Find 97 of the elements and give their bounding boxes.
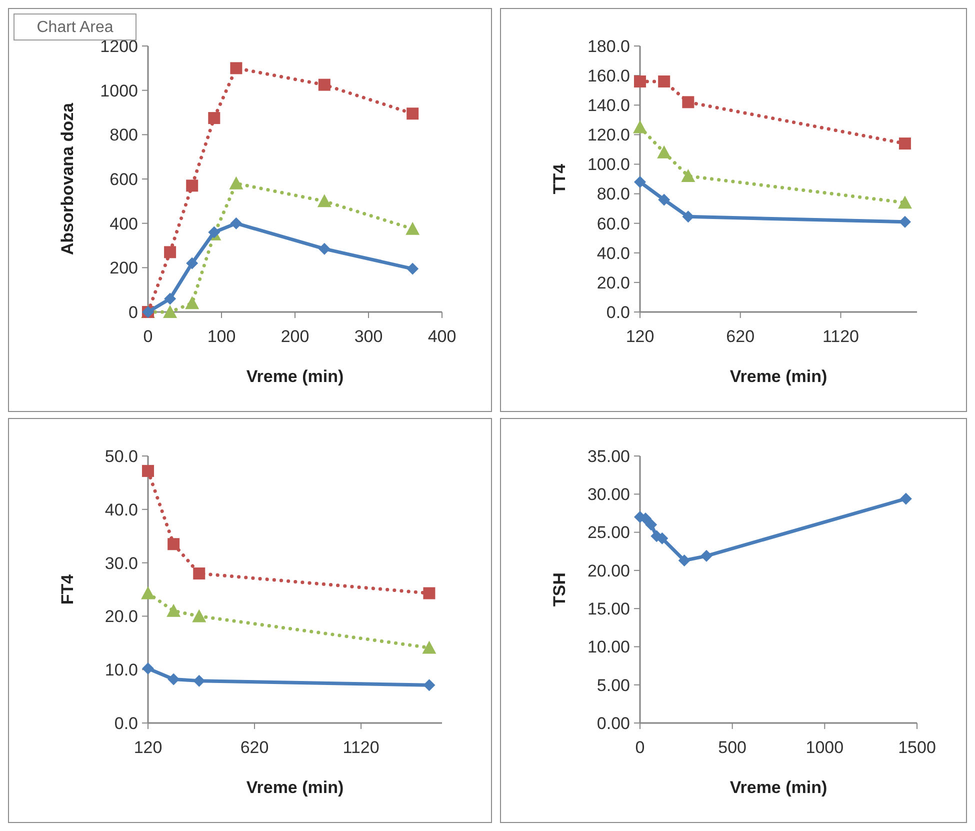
y-tick-label: 160.0 (587, 66, 630, 86)
text: Chart Area (36, 19, 114, 36)
point (168, 538, 180, 550)
y-tick-label: 20.00 (587, 561, 630, 580)
y-tick-label: 0 (128, 302, 138, 322)
x-tick-label: 500 (718, 738, 747, 757)
point (166, 604, 181, 617)
y-tick-label: 0.0 (606, 302, 630, 322)
point (423, 679, 436, 692)
point (192, 609, 206, 622)
point (193, 567, 206, 580)
point (142, 464, 154, 477)
y-tick-label: 100.0 (587, 155, 630, 174)
point (422, 640, 436, 654)
point (186, 180, 198, 192)
point (186, 257, 198, 270)
point (318, 78, 330, 91)
point (230, 217, 242, 230)
y-tick-label: 120.0 (587, 126, 630, 145)
point (229, 176, 244, 190)
x-tick-label: 1500 (898, 738, 936, 757)
y-tick-label: 30.0 (104, 554, 138, 573)
point (185, 296, 200, 310)
y-tick-label: 5.00 (596, 676, 630, 695)
y-tick-label: 140.0 (587, 96, 630, 116)
point (163, 305, 178, 318)
x-tick-label: 620 (726, 327, 755, 346)
point (406, 108, 419, 120)
point (657, 145, 672, 158)
y-axis-title: FT4 (58, 574, 77, 605)
y-tick-label: 15.00 (587, 600, 630, 619)
y-tick-label: 10.0 (104, 660, 138, 680)
point (318, 242, 330, 255)
point (898, 138, 911, 150)
y-tick-label: 25.00 (587, 523, 630, 542)
y-tick-label: 30.00 (587, 485, 630, 504)
x-tick-label: 620 (240, 738, 269, 757)
x-tick-label: 1120 (342, 738, 380, 757)
point (898, 196, 912, 209)
x-tick-label: 0 (635, 738, 645, 757)
x-tick-label: 120 (626, 327, 654, 346)
point (164, 246, 176, 258)
point (208, 112, 220, 124)
x-axis-title: Vreme (min) (246, 778, 344, 797)
point (700, 550, 712, 562)
point (317, 194, 332, 208)
y-tick-label: 800 (110, 126, 138, 145)
y-axis-title: TSH (550, 572, 569, 606)
point (141, 586, 155, 600)
x-tick-label: 100 (207, 327, 236, 346)
y-tick-label: 35.00 (587, 446, 630, 466)
point (658, 75, 670, 88)
point (406, 222, 420, 235)
y-tick-label: 80.0 (596, 184, 630, 204)
point (423, 587, 436, 600)
y-tick-label: 60.0 (596, 214, 630, 234)
y-tick-label: 1200 (100, 36, 138, 56)
x-tick-label: 120 (134, 738, 162, 757)
y-tick-label: 0.0 (114, 714, 138, 733)
point (193, 674, 206, 687)
x-tick-label: 1000 (806, 738, 844, 757)
x-axis-title: Vreme (min) (246, 367, 344, 386)
x-tick-label: 1120 (822, 327, 860, 346)
point (681, 169, 696, 182)
y-tick-label: 200 (110, 258, 138, 278)
point (678, 554, 690, 567)
y-tick-label: 0.00 (596, 714, 630, 733)
y-tick-label: 40.0 (596, 244, 630, 263)
y-axis-title: Absorbovana doza (58, 102, 77, 256)
point (168, 673, 180, 686)
point (900, 492, 912, 505)
x-axis-title: Vreme (min) (730, 778, 828, 797)
x-tick-label: 300 (354, 327, 383, 346)
y-tick-label: 40.0 (104, 500, 138, 520)
point (406, 262, 419, 275)
x-tick-label: 400 (428, 327, 456, 346)
y-tick-label: 20.0 (104, 607, 138, 626)
y-tick-label: 1000 (100, 81, 138, 100)
y-tick-label: 600 (110, 170, 138, 189)
point (634, 176, 646, 188)
point (230, 62, 242, 74)
x-axis-title: Vreme (min) (730, 367, 828, 386)
point (634, 75, 646, 88)
point (658, 194, 670, 206)
point (164, 292, 176, 305)
point (645, 518, 658, 531)
y-tick-label: 20.0 (596, 273, 630, 292)
point (682, 96, 694, 108)
point (633, 120, 647, 134)
y-tick-label: 400 (110, 214, 138, 234)
y-tick-label: 50.0 (104, 446, 138, 466)
x-tick-label: 200 (280, 327, 310, 346)
point (142, 662, 154, 675)
y-tick-label: 10.00 (587, 638, 630, 657)
y-axis-title: TT4 (550, 163, 569, 194)
y-tick-label: 180.0 (587, 36, 630, 56)
x-tick-label: 0 (143, 327, 153, 346)
